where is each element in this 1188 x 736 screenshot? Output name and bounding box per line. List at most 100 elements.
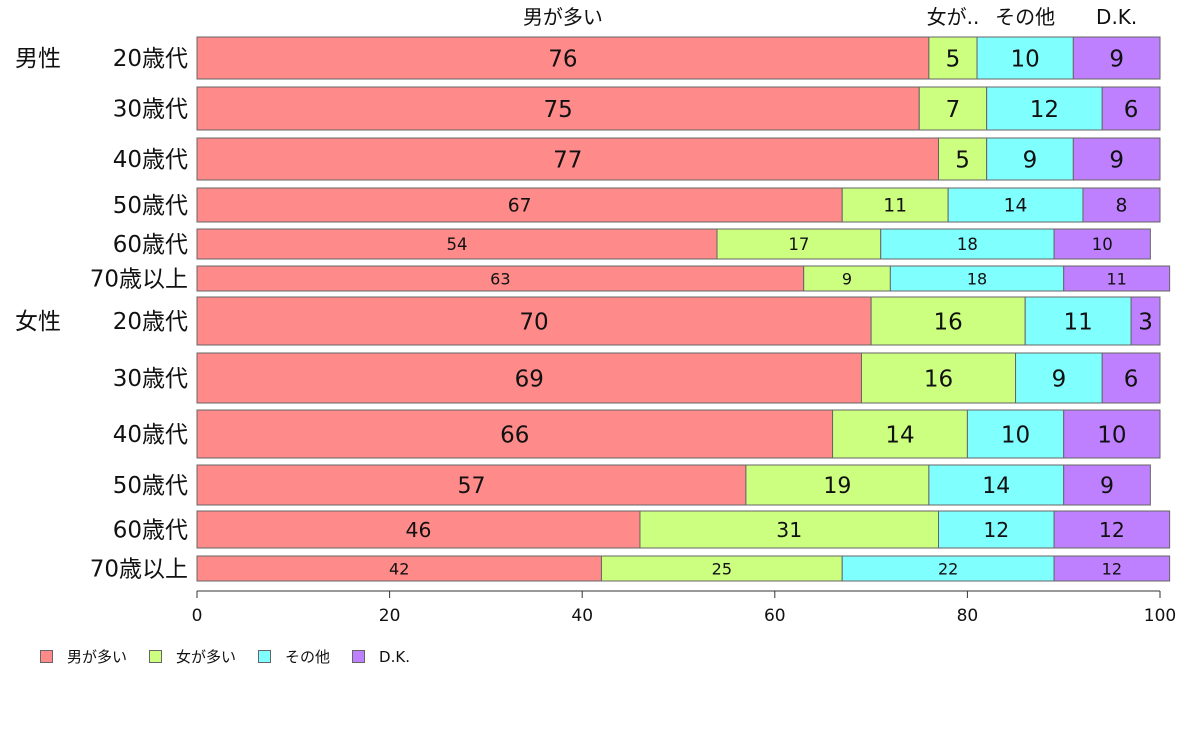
bar-value-label: 42 (389, 559, 409, 578)
row-label: 30歳代 (113, 366, 188, 392)
x-tick-label: 80 (957, 606, 979, 626)
row-labels: 20歳代 30歳代 40歳代 50歳代 60歳代 70歳以上 20歳代 30歳代 40歳代 50歳… (90, 46, 188, 583)
bar-segment (1072, 36, 1161, 80)
bar-segment (1130, 296, 1161, 346)
row-label: 70歳以上 (90, 557, 188, 583)
bar-segment (1063, 409, 1161, 459)
bar-segment (600, 555, 843, 582)
group-label: 女性 (15, 309, 61, 335)
legend-label: 男が多い (67, 648, 128, 666)
bar-segment (196, 187, 843, 223)
bar-segment (841, 187, 949, 223)
bar-segment (841, 555, 1055, 582)
bar-segment (1015, 352, 1103, 404)
x-tick-label: 40 (571, 606, 593, 626)
bar-value-label: 14 (982, 474, 1010, 499)
bar-value-label: 31 (776, 518, 802, 542)
legend-label: D.K. (379, 647, 410, 666)
bar-value-label: 70 (519, 309, 548, 335)
legend-item: 男が多い (40, 646, 127, 667)
bar-segment (196, 510, 641, 549)
bar-value-label: 9 (842, 269, 852, 288)
bar-segment (976, 36, 1074, 80)
bar-value-label: 5 (946, 46, 961, 72)
row-label: 70歳以上 (90, 267, 188, 293)
bar-segment (196, 86, 920, 131)
bar-segment (196, 137, 940, 181)
bar-segment (1072, 137, 1161, 181)
top-series-label: その他 (995, 5, 1055, 29)
legend-item: 女が多い (149, 646, 236, 667)
legend-item: D.K. (352, 648, 410, 666)
row-label: 60歳代 (113, 232, 188, 258)
bar-value-label: 6 (1124, 97, 1139, 123)
bar-segment (966, 409, 1065, 459)
bar-value-label: 12 (1030, 97, 1059, 123)
legend-label: 女が多い (176, 648, 237, 666)
row-label: 60歳代 (113, 518, 188, 544)
bar-value-label: 54 (447, 235, 468, 254)
top-series-label: 男が多い (523, 5, 603, 29)
x-tick-label: 60 (764, 606, 786, 626)
bar-value-label: 57 (457, 474, 485, 499)
legend-swatch (40, 650, 53, 663)
bar-value-label: 10 (1092, 235, 1113, 254)
bar-value-label: 11 (883, 196, 907, 217)
bar-value-label: 66 (500, 422, 529, 448)
bar-segment (639, 510, 940, 549)
bar-segment (1063, 464, 1151, 506)
bar-segment (803, 265, 891, 292)
group-label: 男性 (15, 46, 61, 72)
bar-value-label: 9 (1023, 147, 1038, 173)
bar-value-label: 17 (788, 235, 809, 254)
bar-value-label: 10 (1097, 422, 1126, 448)
bar-value-label: 14 (1004, 196, 1028, 217)
bar-segment (928, 464, 1065, 506)
legend-swatch (258, 650, 272, 663)
row-label: 20歳代 (113, 46, 188, 72)
top-series-label: D.K. (1096, 5, 1137, 29)
bar-segment (1063, 265, 1171, 292)
bar-segment (832, 409, 968, 459)
bar-segment (745, 464, 930, 506)
bar-segment (1053, 555, 1171, 582)
bar-segment (889, 265, 1065, 292)
bar-value-label: 69 (515, 366, 544, 392)
bar-segment (1101, 352, 1161, 404)
bar-value-label: 10 (1011, 46, 1040, 72)
bar-value-label: 9 (1109, 46, 1124, 72)
legend: 男が多い 女が多い その他 D.K. (40, 646, 432, 667)
bar-value-label: 75 (543, 97, 572, 123)
bar-value-label: 63 (490, 269, 510, 288)
bar-value-label: 9 (1109, 147, 1124, 173)
bar-value-label: 76 (548, 46, 577, 72)
bar-value-label: 12 (983, 518, 1009, 542)
bar-segment (196, 555, 602, 582)
bar-value-label: 18 (957, 235, 978, 254)
bar-value-label: 10 (1001, 422, 1030, 448)
bar-value-label: 22 (938, 559, 958, 578)
bar-value-label: 12 (1102, 559, 1122, 578)
bar-value-label: 7 (946, 97, 961, 123)
bar-value-label: 11 (1106, 269, 1126, 288)
bar-segment (196, 228, 718, 260)
bar-value-label: 46 (406, 518, 432, 542)
bar-segment (1082, 187, 1161, 223)
bar-value-label: 19 (823, 474, 851, 499)
x-tick-label: 100 (1144, 606, 1176, 626)
x-tick-label: 20 (379, 606, 401, 626)
bar-value-label: 5 (955, 147, 970, 173)
bar-value-label: 12 (1099, 518, 1125, 542)
bar-value-label: 6 (1124, 366, 1139, 392)
bar-value-label: 11 (1064, 309, 1093, 335)
bar-value-label: 16 (933, 309, 962, 335)
bar-value-label: 8 (1116, 196, 1128, 217)
bar-value-label: 18 (967, 269, 987, 288)
bar-segment (1053, 228, 1151, 260)
bar-value-label: 14 (885, 422, 914, 448)
top-series-label: 女が.. (927, 5, 980, 29)
